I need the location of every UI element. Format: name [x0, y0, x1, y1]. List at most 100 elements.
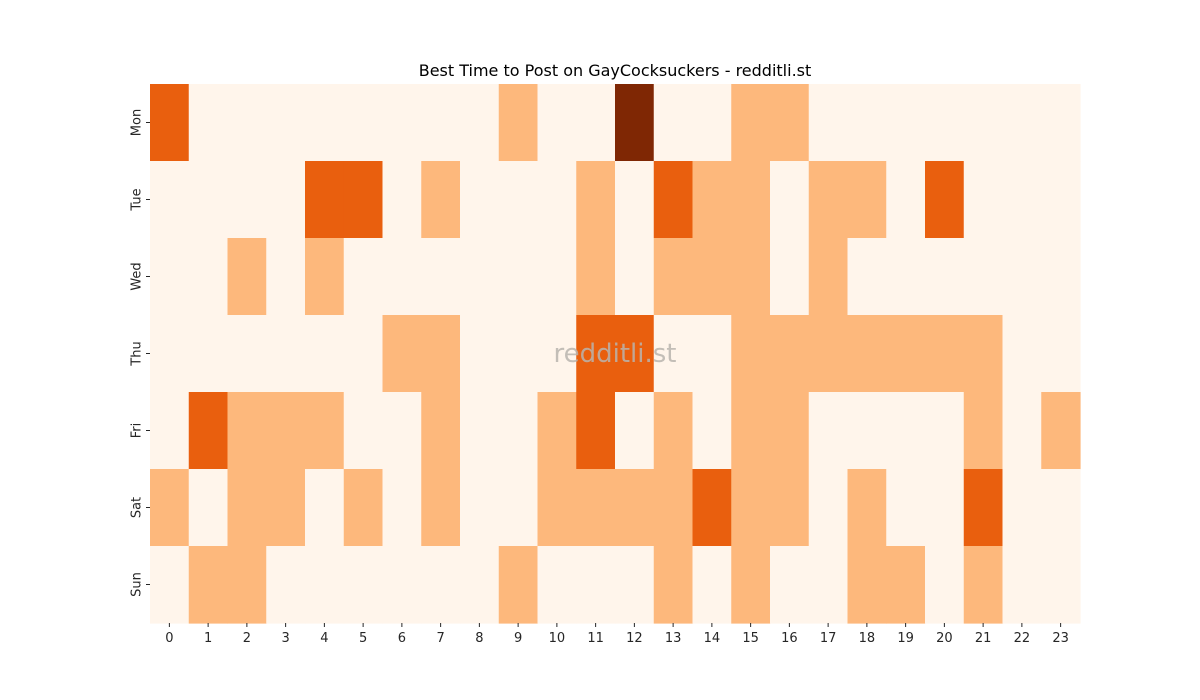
- y-tick-label: Mon: [130, 109, 145, 136]
- heatmap-cell-Thu-20: [925, 315, 965, 393]
- heatmap-cell-Thu-23: [1041, 315, 1081, 393]
- y-tick-label: Sun: [130, 572, 145, 597]
- heatmap-cell-Sun-4: [305, 546, 345, 624]
- heatmap-cell-Fri-16: [770, 392, 810, 470]
- heatmap-cell-Wed-23: [1041, 238, 1081, 316]
- heatmap-cell-Tue-19: [886, 161, 926, 239]
- x-tick-label: 13: [665, 631, 682, 646]
- heatmap-cell-Fri-19: [886, 392, 926, 470]
- heatmap-cell-Tue-12: [615, 161, 655, 239]
- heatmap-cell-Fri-3: [266, 392, 306, 470]
- heatmap-cell-Sun-21: [963, 546, 1004, 624]
- heatmap-cell-Sun-17: [808, 546, 849, 624]
- heatmap-cell-Sat-9: [498, 469, 539, 547]
- heatmap-cell-Thu-6: [382, 315, 422, 393]
- heatmap-cell-Fri-0: [150, 392, 190, 470]
- x-tick-label: 5: [359, 631, 367, 646]
- heatmap-cell-Thu-22: [1002, 315, 1042, 393]
- x-tick-label: 22: [1014, 631, 1031, 646]
- heatmap-cell-Fri-10: [537, 392, 577, 470]
- heatmap-cell-Thu-19: [886, 315, 926, 393]
- heatmap-cell-Wed-22: [1002, 238, 1042, 316]
- heatmap-cell-Sun-6: [382, 546, 422, 624]
- heatmap-cell-Wed-14: [692, 238, 732, 316]
- heatmap-cell-Fri-14: [692, 392, 732, 470]
- heatmap-cell-Sat-22: [1002, 469, 1042, 547]
- heatmap-cell-Tue-13: [653, 161, 694, 239]
- heatmap-cell-Thu-15: [731, 315, 771, 393]
- heatmap-cell-Fri-2: [227, 392, 267, 470]
- x-tick-label: 2: [243, 631, 251, 646]
- heatmap-cell-Sat-21: [963, 469, 1004, 547]
- x-tick-label: 9: [514, 631, 522, 646]
- heatmap-cell-Sun-3: [266, 546, 306, 624]
- heatmap-cell-Mon-17: [808, 84, 849, 162]
- y-tick-label: Wed: [130, 262, 145, 290]
- heatmap-cell-Fri-20: [925, 392, 965, 470]
- x-tick-label: 4: [320, 631, 328, 646]
- heatmap-cell-Fri-4: [305, 392, 345, 470]
- heatmap-cell-Sat-6: [382, 469, 422, 547]
- heatmap-cell-Wed-21: [963, 238, 1004, 316]
- heatmap-cell-Sat-11: [576, 469, 616, 547]
- heatmap-cell-Thu-7: [421, 315, 461, 393]
- x-tick-label: 20: [936, 631, 953, 646]
- x-tick-label: 18: [859, 631, 876, 646]
- heatmap-cell-Wed-12: [615, 238, 655, 316]
- heatmap-cell-Thu-14: [692, 315, 732, 393]
- x-tick-label: 14: [704, 631, 721, 646]
- heatmap-cell-Tue-18: [847, 161, 887, 239]
- x-tick-label: 1: [204, 631, 212, 646]
- heatmap-cell-Tue-3: [266, 161, 306, 239]
- heatmap-cell-Tue-1: [188, 161, 229, 239]
- x-tick-label: 10: [549, 631, 566, 646]
- heatmap-cell-Fri-12: [615, 392, 655, 470]
- heatmap-cell-Sat-13: [653, 469, 694, 547]
- heatmap-cell-Mon-12: [615, 84, 655, 162]
- heatmap-cell-Tue-4: [305, 161, 345, 239]
- heatmap-cell-Sat-20: [925, 469, 965, 547]
- heatmap-cell-Wed-1: [188, 238, 229, 316]
- x-axis-ticks: 0 1 2 3 4 5 6 7 8 9 10 11 12 13 14 15 16 17 18 19 20 21 22 23: [165, 623, 1069, 646]
- heatmap-cell-Fri-9: [498, 392, 539, 470]
- x-tick-label: 7: [436, 631, 444, 646]
- heatmap-cell-Tue-2: [227, 161, 267, 239]
- heatmap-cell-Wed-15: [731, 238, 771, 316]
- heatmap-cell-Wed-11: [576, 238, 616, 316]
- heatmap-cell-Thu-5: [343, 315, 384, 393]
- heatmap-cell-Sun-9: [498, 546, 539, 624]
- heatmap-cell-Tue-10: [537, 161, 577, 239]
- heatmap-cell-Fri-15: [731, 392, 771, 470]
- heatmap-cell-Mon-2: [227, 84, 267, 162]
- x-tick-label: 17: [820, 631, 837, 646]
- heatmap-cell-Fri-8: [460, 392, 500, 470]
- heatmap-cell-Thu-11: [576, 315, 616, 393]
- heatmap-cell-Tue-20: [925, 161, 965, 239]
- heatmap-cell-Tue-0: [150, 161, 190, 239]
- heatmap-cell-Mon-8: [460, 84, 500, 162]
- heatmap-cell-Wed-13: [653, 238, 694, 316]
- heatmap-cell-Tue-15: [731, 161, 771, 239]
- heatmap-cell-Sat-15: [731, 469, 771, 547]
- heatmap-cell-Sat-5: [343, 469, 384, 547]
- heatmap-cell-Fri-18: [847, 392, 887, 470]
- heatmap-cell-Sun-5: [343, 546, 384, 624]
- heatmap-cell-Fri-1: [188, 392, 229, 470]
- heatmap-cell-Sun-14: [692, 546, 732, 624]
- heatmap-cell-Wed-20: [925, 238, 965, 316]
- heatmap-cell-Sat-17: [808, 469, 849, 547]
- x-tick-label: 15: [742, 631, 759, 646]
- heatmap-cell-Mon-16: [770, 84, 810, 162]
- x-tick-label: 3: [281, 631, 289, 646]
- heatmap-cell-Wed-2: [227, 238, 267, 316]
- y-tick-label: Thu: [130, 341, 145, 366]
- heatmap-cell-Sun-18: [847, 546, 887, 624]
- heatmap-cell-Sat-23: [1041, 469, 1081, 547]
- heatmap-cell-Sat-14: [692, 469, 732, 547]
- x-tick-label: 6: [398, 631, 406, 646]
- heatmap-cell-Mon-7: [421, 84, 461, 162]
- heatmap-cell-Thu-13: [653, 315, 694, 393]
- y-axis-ticks: Mon Tue Wed Thu Fri Sat Sun: [130, 109, 150, 597]
